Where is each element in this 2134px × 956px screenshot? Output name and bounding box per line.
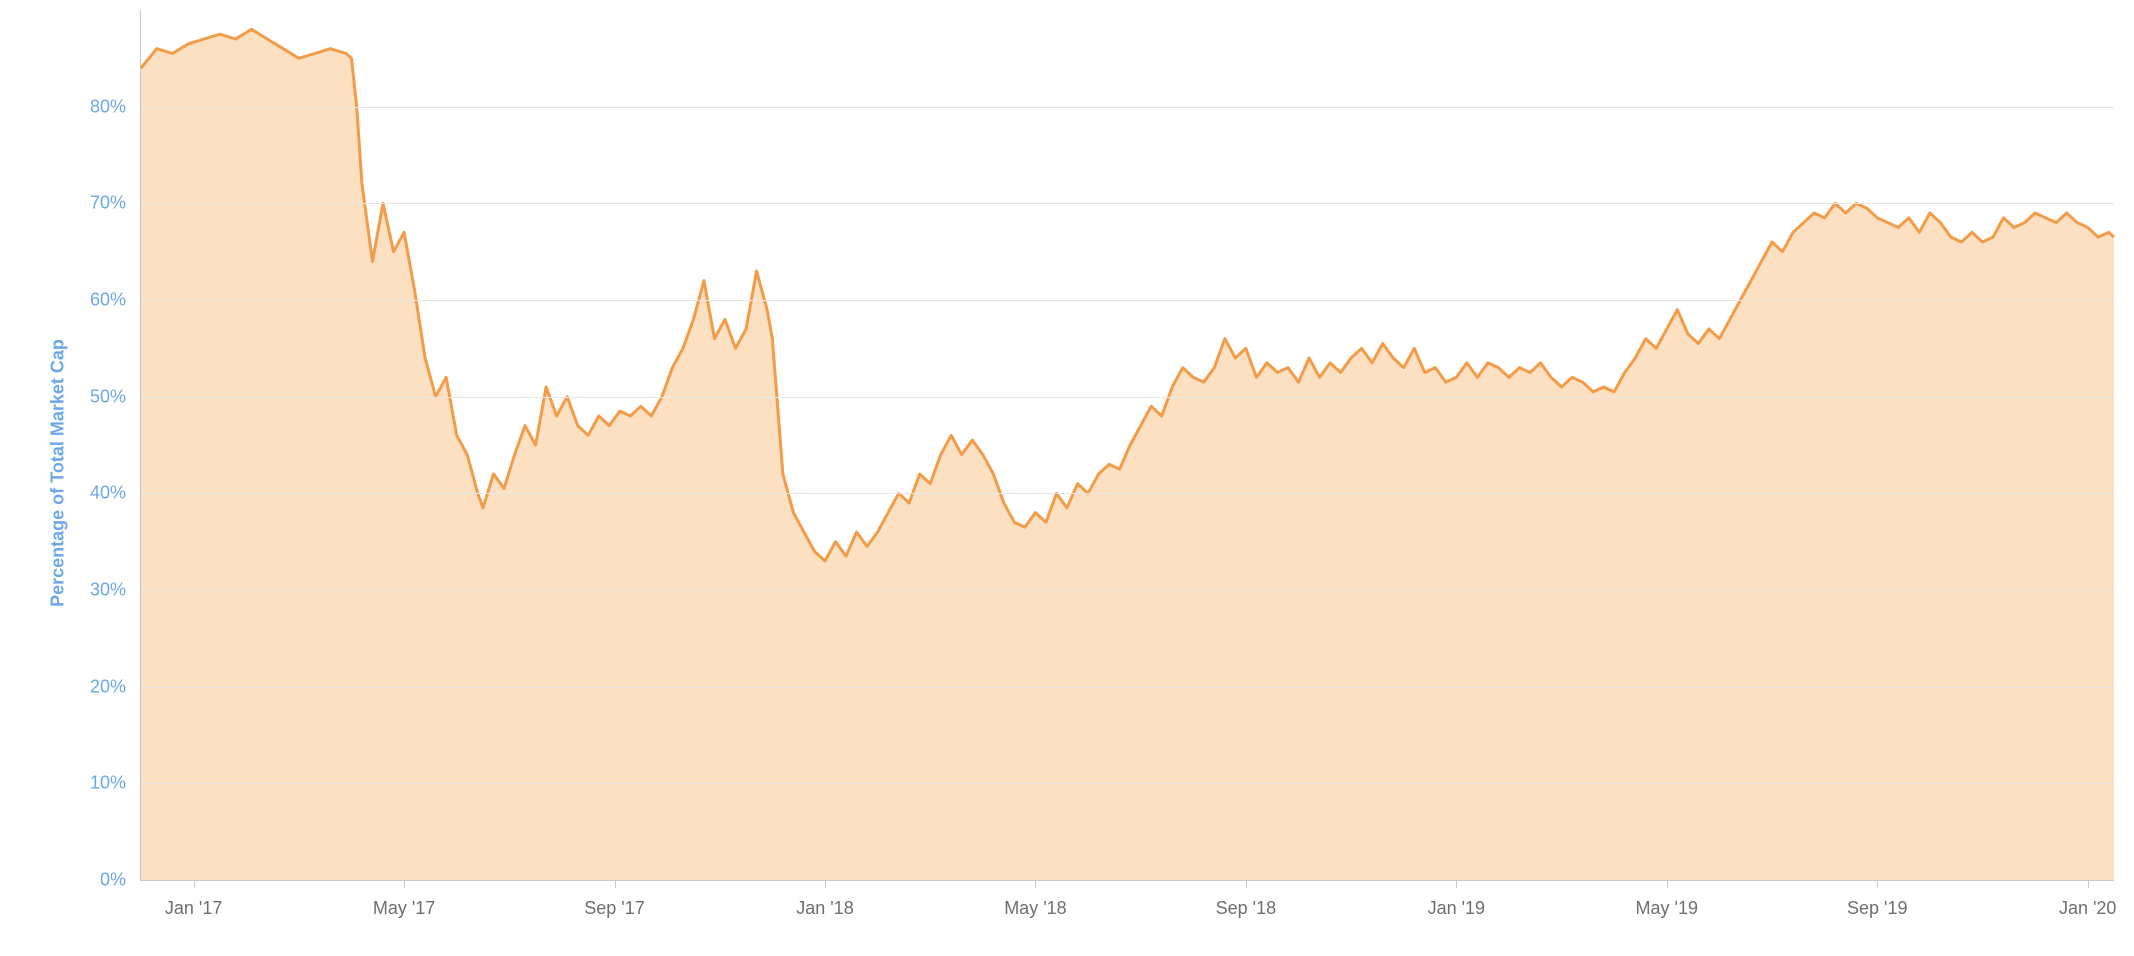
y-tick-label: 30% [90,579,141,600]
x-tick-label: Jan '20 [2059,880,2116,919]
x-tick-label: Jan '19 [1428,880,1485,919]
x-tick-label: Sep '18 [1216,880,1277,919]
y-tick-label: 50% [90,386,141,407]
gridline [141,590,2114,591]
x-tick-label: Jan '18 [796,880,853,919]
y-tick-label: 40% [90,483,141,504]
gridline [141,783,2114,784]
y-axis-title: Percentage of Total Market Cap [48,339,69,607]
x-tick-label: Sep '17 [584,880,645,919]
plot-area[interactable]: 0%10%20%30%40%50%60%70%80%Jan '17May '17… [140,10,2114,881]
y-tick-label: 60% [90,289,141,310]
chart-svg [141,10,2114,880]
x-tick-label: May '18 [1004,880,1066,919]
gridline [141,493,2114,494]
gridline [141,107,2114,108]
gridline [141,687,2114,688]
y-tick-label: 70% [90,193,141,214]
y-tick-label: 80% [90,96,141,117]
x-tick-label: Jan '17 [165,880,222,919]
chart-container: Percentage of Total Market Cap 0%10%20%3… [40,10,2114,936]
gridline [141,300,2114,301]
x-tick-label: May '17 [373,880,435,919]
gridline [141,203,2114,204]
y-tick-label: 0% [100,870,141,891]
gridline [141,397,2114,398]
y-tick-label: 10% [90,773,141,794]
y-tick-label: 20% [90,676,141,697]
x-tick-label: May '19 [1636,880,1698,919]
x-tick-label: Sep '19 [1847,880,1908,919]
